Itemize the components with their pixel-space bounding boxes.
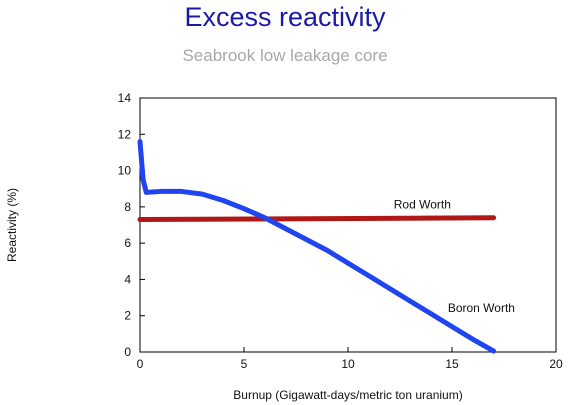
x-axis-label: Burnup (Gigawatt-days/metric ton uranium… (233, 388, 462, 402)
y-tick-label: 12 (118, 127, 132, 141)
y-tick-label: 4 (124, 272, 131, 286)
x-tick-label: 20 (549, 357, 563, 371)
x-tick-label: 0 (137, 357, 144, 371)
y-tick-label: 8 (124, 200, 131, 214)
x-tick-label: 5 (241, 357, 248, 371)
series-line-rod-worth (137, 215, 497, 223)
y-tick-label: 6 (124, 236, 131, 250)
x-tick-label: 15 (445, 357, 459, 371)
chart-title: Excess reactivity (184, 2, 386, 32)
annotation-boron-worth: Boron Worth (448, 301, 515, 315)
annotation-rod-worth: Rod Worth (394, 198, 451, 212)
y-tick-label: 0 (124, 345, 131, 359)
y-tick-label: 10 (118, 164, 132, 178)
y-tick-label: 14 (118, 91, 132, 105)
x-tick-label: 10 (341, 357, 355, 371)
series-line-boron-worth (137, 139, 497, 354)
y-tick-label: 2 (124, 309, 131, 323)
y-axis-label: Reactivity (%) (5, 188, 19, 262)
chart-subtitle: Seabrook low leakage core (182, 46, 388, 65)
